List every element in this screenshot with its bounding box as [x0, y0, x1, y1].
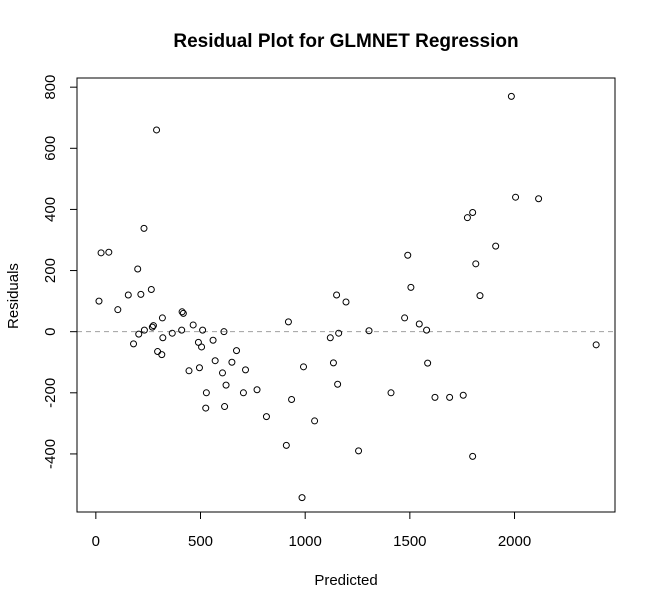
data-point	[168, 329, 176, 337]
data-point	[300, 363, 308, 371]
data-point	[194, 338, 202, 346]
data-point	[228, 358, 236, 366]
data-point	[404, 251, 412, 259]
plot-frame	[76, 77, 616, 513]
data-point	[333, 291, 341, 299]
data-point	[153, 126, 161, 134]
data-point	[535, 195, 543, 203]
data-point	[365, 327, 373, 335]
data-points	[95, 92, 600, 502]
data-point	[459, 391, 467, 399]
data-point	[154, 348, 162, 356]
y-axis: -400 -200 0 200 400 600 800	[42, 75, 78, 469]
data-point	[220, 328, 228, 336]
data-point	[401, 314, 409, 322]
data-point	[209, 336, 217, 344]
data-point	[311, 417, 319, 425]
data-point	[423, 326, 431, 334]
data-point	[334, 380, 342, 388]
data-point	[149, 322, 157, 330]
data-point	[211, 357, 219, 365]
data-point	[233, 347, 241, 355]
data-point	[476, 292, 484, 300]
data-point	[512, 193, 520, 201]
data-point	[124, 291, 132, 299]
data-point	[446, 393, 454, 401]
data-point	[239, 389, 247, 397]
data-point	[158, 351, 166, 359]
x-tick-label: 1500	[393, 533, 426, 550]
data-point	[507, 92, 515, 100]
data-point	[329, 359, 337, 367]
x-tick-label: 1000	[288, 533, 321, 550]
y-tick-label: -200	[42, 378, 59, 408]
chart-title: Residual Plot for GLMNET Regression	[173, 31, 518, 52]
data-point	[137, 290, 145, 298]
data-point	[298, 494, 306, 502]
x-tick-label: 2000	[498, 533, 531, 550]
data-point	[262, 413, 270, 421]
data-point	[97, 249, 105, 257]
data-point	[326, 334, 334, 342]
data-point	[284, 318, 292, 326]
data-point	[148, 323, 156, 331]
data-point	[355, 447, 363, 455]
x-axis-label: Predicted	[314, 572, 377, 589]
data-point	[335, 329, 343, 337]
data-point	[221, 403, 229, 411]
y-tick-label: 200	[42, 258, 59, 283]
data-point	[592, 341, 600, 349]
data-point	[282, 441, 290, 449]
x-tick-label: 500	[188, 533, 213, 550]
data-point	[134, 265, 142, 273]
data-point	[463, 214, 471, 222]
data-point	[202, 404, 210, 412]
data-point	[472, 260, 480, 268]
data-point	[158, 314, 166, 322]
data-point	[199, 326, 207, 334]
data-point	[218, 369, 226, 377]
data-point	[469, 452, 477, 460]
y-axis-label: Residuals	[5, 263, 22, 329]
data-point	[469, 208, 477, 216]
y-tick-label: 0	[42, 328, 59, 336]
y-tick-label: 600	[42, 136, 59, 161]
data-point	[342, 298, 350, 306]
data-point	[407, 283, 415, 291]
data-point	[424, 359, 432, 367]
data-point	[415, 320, 423, 328]
data-point	[147, 285, 155, 293]
y-tick-label: -400	[42, 439, 59, 469]
data-point	[140, 224, 148, 232]
data-point	[242, 366, 250, 374]
data-point	[105, 248, 113, 256]
data-point	[288, 396, 296, 404]
data-point	[135, 330, 143, 338]
data-point	[179, 309, 187, 317]
data-point	[431, 393, 439, 401]
data-point	[95, 297, 103, 305]
data-point	[114, 306, 122, 314]
data-point	[178, 308, 186, 316]
data-point	[130, 340, 138, 348]
data-point	[253, 386, 261, 394]
data-point	[492, 242, 500, 250]
data-point	[140, 326, 148, 334]
data-point	[222, 381, 230, 389]
y-tick-label: 800	[42, 75, 59, 100]
data-point	[189, 321, 197, 329]
y-tick-label: 400	[42, 197, 59, 222]
data-point	[185, 367, 193, 375]
data-point	[195, 364, 203, 372]
data-point	[387, 389, 395, 397]
data-point	[178, 326, 186, 334]
data-point	[202, 389, 210, 397]
data-point	[159, 334, 167, 342]
x-axis: 0 500 1000 1500 2000	[92, 511, 531, 550]
x-tick-label: 0	[92, 533, 100, 550]
data-point	[198, 343, 206, 351]
